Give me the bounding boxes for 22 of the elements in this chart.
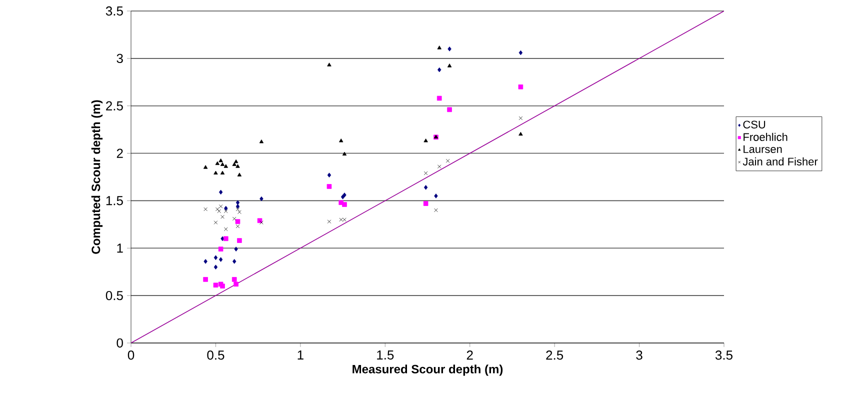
x-tick-label: 2 bbox=[466, 350, 473, 360]
legend-label: Jain and Fisher bbox=[742, 157, 818, 166]
x-tick-label: 0.5 bbox=[207, 350, 224, 360]
x-tick-label: 3.5 bbox=[715, 350, 732, 360]
y-tick-label: 3 bbox=[116, 54, 123, 64]
x-tick-label: 1.5 bbox=[377, 350, 394, 360]
y-tick-label: 0.5 bbox=[106, 290, 123, 300]
x-tick-label: 0 bbox=[128, 350, 134, 360]
y-tick-label: 0 bbox=[116, 338, 123, 348]
y-axis-title: Computed Scour depth (m) bbox=[91, 100, 103, 254]
legend-label: Laursen bbox=[744, 145, 782, 154]
legend-label: Froehlich bbox=[744, 132, 788, 141]
x-axis-title: Measured Scour depth (m) bbox=[352, 364, 503, 376]
x-tick-label: 3 bbox=[636, 350, 642, 360]
y-tick-label: 3.5 bbox=[106, 6, 123, 16]
y-tick-label: 1.5 bbox=[106, 196, 123, 206]
legend-label: CSU bbox=[743, 120, 766, 128]
y-tick-label: 1 bbox=[117, 244, 123, 253]
y-tick-label: 2.5 bbox=[106, 101, 123, 110]
x-tick-label: 1 bbox=[298, 350, 304, 360]
x-tick-label: 2.5 bbox=[546, 350, 564, 360]
y-tick-label: 2 bbox=[116, 148, 123, 158]
